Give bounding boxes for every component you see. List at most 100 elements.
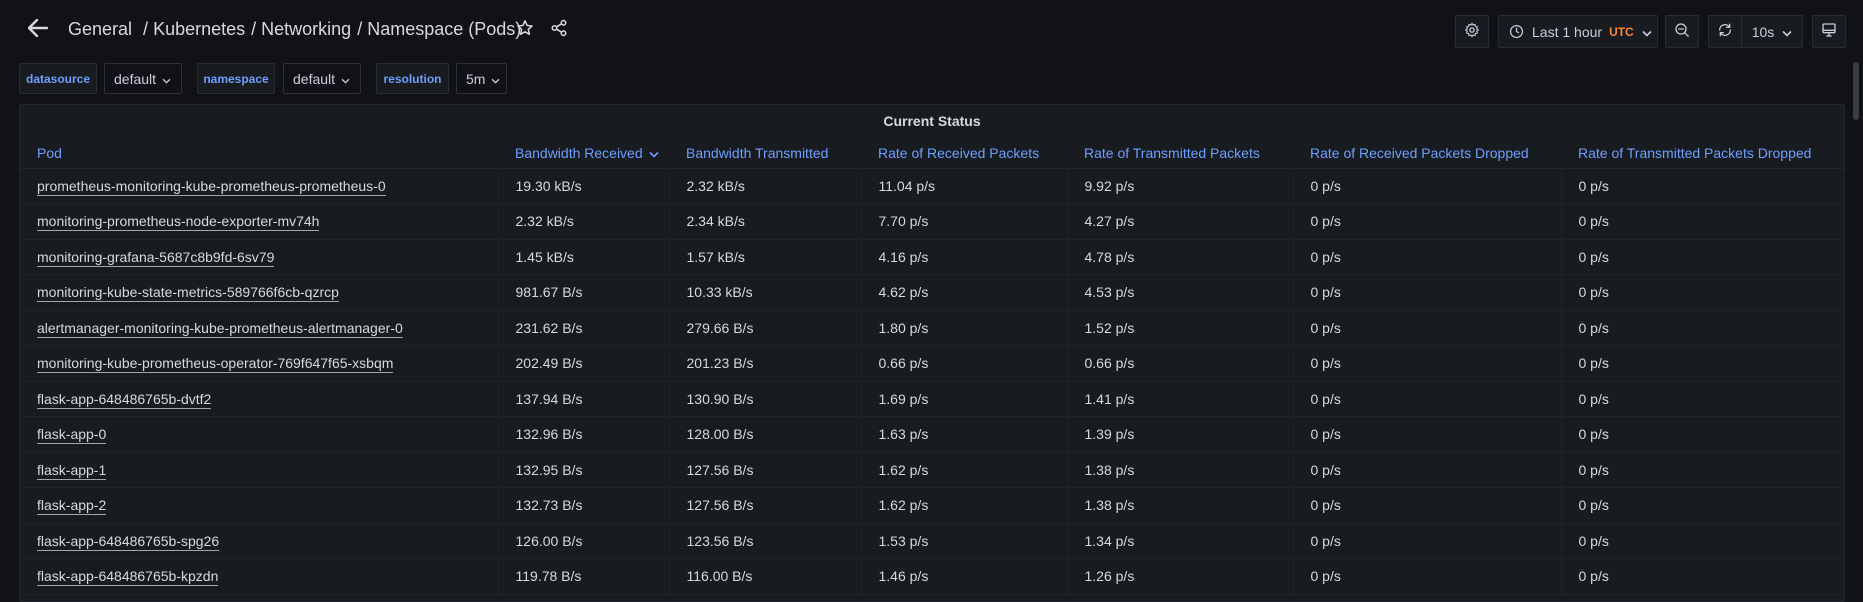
column-header-transmitted-dropped[interactable]: Rate of Transmitted Packets Dropped (1561, 138, 1844, 169)
pod-link[interactable]: monitoring-prometheus-node-exporter-mv74… (37, 213, 320, 232)
pod-link[interactable]: monitoring-kube-state-metrics-589766f6cb… (37, 284, 339, 303)
table-row: flask-app-0 132.96 B/s 128.00 B/s 1.63 p/s 1… (20, 416, 1844, 453)
pod-name-cell: flask-app-0 (20, 416, 499, 453)
transmitted-packets-cell: 1.41 p/s (1067, 381, 1294, 417)
transmitted-packets-cell: 4.78 p/s (1067, 239, 1294, 275)
chevron-down-icon (1782, 24, 1792, 40)
arrow-left-icon (27, 18, 49, 42)
received-dropped-cell: 0 p/s (1293, 274, 1562, 311)
pod-link[interactable]: flask-app-0 (37, 426, 107, 445)
table-row: prometheus-monitoring-kube-prometheus-pr… (20, 168, 1844, 204)
chevron-down-icon (162, 71, 171, 87)
breadcrumb-dashboard-part[interactable]: Kubernetes (153, 19, 246, 39)
dashboard-navbar: General / Kubernetes / Networking / Name… (0, 0, 1863, 60)
variable-select-namespace[interactable]: default (283, 63, 361, 94)
pod-link[interactable]: flask-app-648486765b-kpzdn (37, 568, 219, 587)
transmitted-dropped-cell: 0 p/s (1561, 203, 1844, 240)
transmitted-dropped-cell: 0 p/s (1561, 487, 1844, 524)
column-header-received-packets[interactable]: Rate of Received Packets (861, 138, 1067, 169)
bandwidth-transmitted-cell: 2.32 kB/s (669, 168, 862, 204)
bandwidth-received-cell: 19.30 kB/s (498, 168, 670, 204)
variable-select-resolution[interactable]: 5m (456, 63, 507, 94)
tv-mode-button[interactable] (1812, 15, 1846, 48)
pod-link[interactable]: prometheus-monitoring-kube-prometheus-pr… (37, 177, 386, 196)
received-dropped-cell: 0 p/s (1293, 558, 1562, 595)
pod-link[interactable]: flask-app-1 (37, 461, 107, 480)
transmitted-dropped-cell: 0 p/s (1561, 523, 1844, 559)
transmitted-dropped-cell: 0 p/s (1561, 310, 1844, 346)
pod-name-cell: flask-app-2 (20, 487, 499, 524)
breadcrumb: General / Kubernetes / Networking / Name… (68, 19, 521, 40)
chevron-down-icon (341, 71, 350, 87)
transmitted-packets-cell: 1.34 p/s (1067, 523, 1294, 559)
bandwidth-transmitted-cell: 279.66 B/s (669, 310, 862, 346)
star-icon (516, 19, 534, 42)
variable-label-resolution: resolution (376, 63, 449, 94)
column-header-transmitted-packets[interactable]: Rate of Transmitted Packets (1067, 138, 1293, 169)
transmitted-packets-cell: 1.26 p/s (1067, 558, 1294, 595)
pod-link[interactable]: monitoring-kube-prometheus-operator-769f… (37, 355, 394, 374)
refresh-interval-picker[interactable]: 10s (1741, 15, 1803, 48)
breadcrumb-folder[interactable]: General (68, 19, 133, 39)
pod-name-cell: flask-app-648486765b-dvtf2 (20, 381, 499, 417)
star-button[interactable] (514, 19, 536, 41)
pod-name-cell: flask-app-648486765b-kpzdn (20, 558, 499, 595)
page-title[interactable]: Namespace (Pods) (367, 19, 522, 39)
refresh-button[interactable] (1708, 15, 1741, 48)
bandwidth-received-cell: 202.49 B/s (498, 345, 670, 382)
bandwidth-received-cell: 137.94 B/s (498, 381, 670, 417)
time-picker-button[interactable]: Last 1 hour UTC (1498, 15, 1658, 48)
bandwidth-transmitted-cell: 123.56 B/s (669, 523, 862, 559)
share-button[interactable] (548, 19, 570, 41)
bandwidth-transmitted-cell: 128.00 B/s (669, 416, 862, 453)
variable-select-datasource[interactable]: default (104, 63, 182, 94)
variable-value: 5m (466, 70, 486, 87)
bandwidth-transmitted-cell: 10.33 kB/s (669, 274, 862, 311)
column-header-received-dropped[interactable]: Rate of Received Packets Dropped (1293, 138, 1561, 169)
pod-link[interactable]: alertmanager-monitoring-kube-prometheus-… (37, 319, 403, 338)
pod-name-cell: flask-app-1 (20, 452, 499, 488)
monitor-icon (1821, 22, 1837, 41)
received-packets-cell: 4.16 p/s (861, 239, 1068, 275)
gear-icon (1464, 22, 1480, 41)
pod-link[interactable]: flask-app-648486765b-spg26 (37, 532, 220, 551)
bandwidth-received-cell: 2.32 kB/s (498, 203, 670, 240)
column-header-bandwidth-received[interactable]: Bandwidth Received (498, 138, 669, 169)
back-button[interactable] (22, 16, 54, 44)
received-dropped-cell: 0 p/s (1293, 168, 1562, 204)
panel-title[interactable]: Current Status (883, 113, 981, 129)
dashboard-settings-button[interactable] (1455, 15, 1489, 48)
time-range-label: Last 1 hour (1532, 23, 1603, 40)
pod-name-cell: monitoring-prometheus-node-exporter-mv74… (20, 203, 499, 240)
bandwidth-transmitted-cell: 201.23 B/s (669, 345, 862, 382)
table-row: flask-app-648486765b-dvtf2 137.94 B/s 130.… (20, 381, 1844, 417)
transmitted-packets-cell: 0.66 p/s (1067, 345, 1294, 382)
zoom-out-button[interactable] (1665, 15, 1699, 48)
chevron-down-icon (1642, 24, 1652, 40)
transmitted-packets-cell: 1.38 p/s (1067, 452, 1294, 488)
column-header-pod[interactable]: Pod (20, 138, 498, 169)
status-table: Pod Bandwidth Received Bandwidth Transmi… (20, 138, 1844, 595)
share-icon (550, 19, 568, 42)
table-row: alertmanager-monitoring-kube-prometheus-… (20, 310, 1844, 346)
column-header-bandwidth-transmitted[interactable]: Bandwidth Transmitted (669, 138, 861, 169)
page-scrollbar[interactable] (1853, 62, 1859, 120)
received-dropped-cell: 0 p/s (1293, 345, 1562, 382)
pod-link[interactable]: monitoring-grafana-5687c8b9fd-6sv79 (37, 248, 275, 267)
table-header-row: Pod Bandwidth Received Bandwidth Transmi… (20, 138, 1844, 169)
pod-link[interactable]: flask-app-648486765b-dvtf2 (37, 390, 212, 409)
received-dropped-cell: 0 p/s (1293, 452, 1562, 488)
table-body: prometheus-monitoring-kube-prometheus-pr… (20, 168, 1844, 595)
pod-link[interactable]: flask-app-2 (37, 497, 107, 516)
bandwidth-received-cell: 231.62 B/s (498, 310, 670, 346)
breadcrumb-dashboard-part[interactable]: Networking (261, 19, 352, 39)
transmitted-packets-cell: 9.92 p/s (1067, 168, 1294, 204)
bandwidth-transmitted-cell: 116.00 B/s (669, 558, 862, 595)
bandwidth-transmitted-cell: 2.34 kB/s (669, 203, 862, 240)
zoom-out-icon (1674, 22, 1690, 41)
refresh-icon (1717, 22, 1733, 41)
received-packets-cell: 1.62 p/s (861, 487, 1068, 524)
transmitted-dropped-cell: 0 p/s (1561, 345, 1844, 382)
received-dropped-cell: 0 p/s (1293, 203, 1562, 240)
bandwidth-transmitted-cell: 127.56 B/s (669, 452, 862, 488)
